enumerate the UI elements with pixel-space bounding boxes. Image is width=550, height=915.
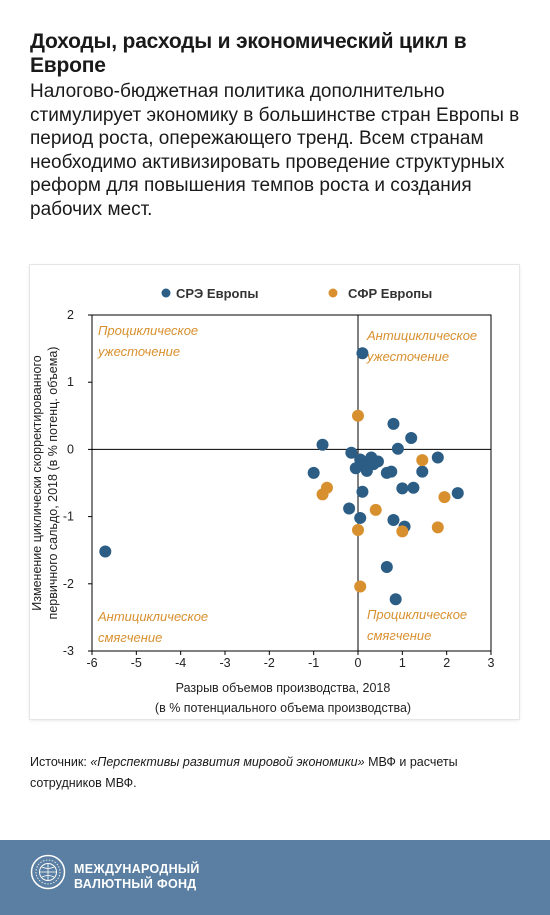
data-point-series-1 — [431, 451, 444, 464]
legend-marker-2 — [328, 288, 338, 298]
imf-wordmark-line-2: ВАЛЮТНЫЙ ФОНД — [74, 877, 197, 891]
y-axis-title: Изменение циклически скорректированного — [30, 355, 44, 610]
data-point-series-1 — [345, 446, 358, 459]
chart-panel: -6 -5 -4 -3 -2 -1 0 1 2 3 2 1 0 -1 -2 -3 Разрыв объемов … — [30, 265, 519, 719]
y-tick-label: 1 — [67, 375, 74, 389]
data-point-series-1 — [385, 465, 398, 478]
imf-seal-icon — [30, 854, 66, 890]
x-tick-label: -6 — [86, 656, 97, 670]
x-tick-label: -4 — [175, 656, 186, 670]
data-point-series-1 — [349, 462, 362, 475]
quadrant-label-bottom-right: смягчение — [367, 628, 431, 643]
data-point-series-1 — [316, 438, 329, 451]
data-point-series-1 — [356, 485, 369, 498]
quadrant-label-top-left: Проциклическое — [98, 323, 198, 338]
data-point-series-1 — [371, 455, 384, 468]
data-point-series-1 — [389, 593, 402, 606]
y-axis-subtitle: первичного сальдо, 2018 (в % потенц. объ… — [46, 347, 60, 620]
data-point-series-1 — [451, 487, 464, 500]
data-point-series-1 — [391, 442, 404, 455]
footer-bar: МЕЖДУНАРОДНЫЙ ВАЛЮТНЫЙ ФОНД — [0, 840, 550, 915]
quadrant-label-bottom-right: Проциклическое — [367, 607, 467, 622]
legend-marker-1 — [161, 288, 171, 298]
data-point-series-1 — [405, 431, 418, 444]
source-rest: МВФ и расчеты сотрудников МВФ. — [30, 755, 458, 790]
x-axis-subtitle: (в % потенциального объема производства) — [155, 701, 411, 715]
x-tick-label: -3 — [219, 656, 230, 670]
x-tick-label: 0 — [355, 656, 362, 670]
source-label: Источник: — [30, 755, 87, 769]
imf-wordmark-line-1: МЕЖДУНАРОДНЫЙ — [74, 862, 200, 876]
legend-label-1: СРЭ Европы — [176, 286, 258, 301]
x-tick-label: -5 — [131, 656, 142, 670]
quadrant-label-bottom-left: смягчение — [98, 630, 162, 645]
source-note: Источник: «Перспективы развития мировой … — [30, 752, 490, 794]
y-tick-label: 2 — [67, 308, 74, 322]
data-point-series-2 — [316, 488, 329, 501]
quadrant-label-top-right: ужесточение — [366, 349, 449, 364]
x-tick-label: -1 — [308, 656, 319, 670]
data-point-series-1 — [387, 513, 400, 526]
data-point-series-2 — [352, 524, 364, 537]
y-tick-label: -3 — [63, 644, 74, 658]
data-point-series-1 — [343, 502, 356, 515]
scatter-chart: -6 -5 -4 -3 -2 -1 0 1 2 3 2 1 0 -1 -2 -3 Разрыв объемов … — [30, 286, 495, 715]
data-point-series-2 — [369, 503, 382, 516]
x-axis-title: Разрыв объемов производства, 2018 — [176, 681, 391, 695]
quadrant-label-bottom-left: Антициклическое — [97, 609, 208, 624]
data-point-series-1 — [356, 347, 369, 360]
data-point-series-2 — [396, 525, 409, 538]
y-tick-label: -2 — [63, 577, 74, 591]
data-point-series-2 — [431, 521, 444, 534]
source-publication: «Перспективы развития мировой экономики» — [90, 755, 365, 769]
x-tick-label: -2 — [264, 656, 275, 670]
data-point-series-1 — [380, 561, 393, 573]
data-point-series-1 — [307, 466, 320, 479]
data-point-series-1 — [416, 465, 429, 478]
plot-frame — [91, 314, 492, 652]
page-title: Доходы, расходы и экономический цикл в Е… — [30, 30, 467, 77]
data-point-series-1 — [360, 464, 373, 477]
data-point-series-1 — [407, 481, 420, 494]
data-point-series-1 — [99, 545, 112, 558]
data-point-series-1 — [396, 482, 409, 495]
x-tick-label: 1 — [399, 656, 406, 670]
data-point-series-2 — [438, 491, 451, 504]
data-point-series-1 — [387, 417, 400, 430]
page-subtitle: Налогово-бюджетная политика дополнительн… — [30, 81, 520, 220]
quadrant-label-top-left: ужесточение — [97, 344, 180, 359]
x-tick-label: 2 — [443, 656, 450, 670]
data-point-series-2 — [352, 409, 364, 422]
y-tick-label: 0 — [67, 442, 74, 456]
quadrant-label-top-right: Антициклическое — [366, 328, 477, 343]
x-tick-label: 3 — [488, 656, 495, 670]
legend-label-2: СФР Европы — [348, 286, 432, 301]
data-point-series-2 — [416, 454, 429, 467]
y-tick-label: -1 — [63, 510, 74, 524]
data-point-series-2 — [354, 580, 367, 593]
imf-wordmark: МЕЖДУНАРОДНЫЙ ВАЛЮТНЫЙ ФОНД — [74, 862, 200, 892]
data-point-series-1 — [354, 511, 367, 524]
